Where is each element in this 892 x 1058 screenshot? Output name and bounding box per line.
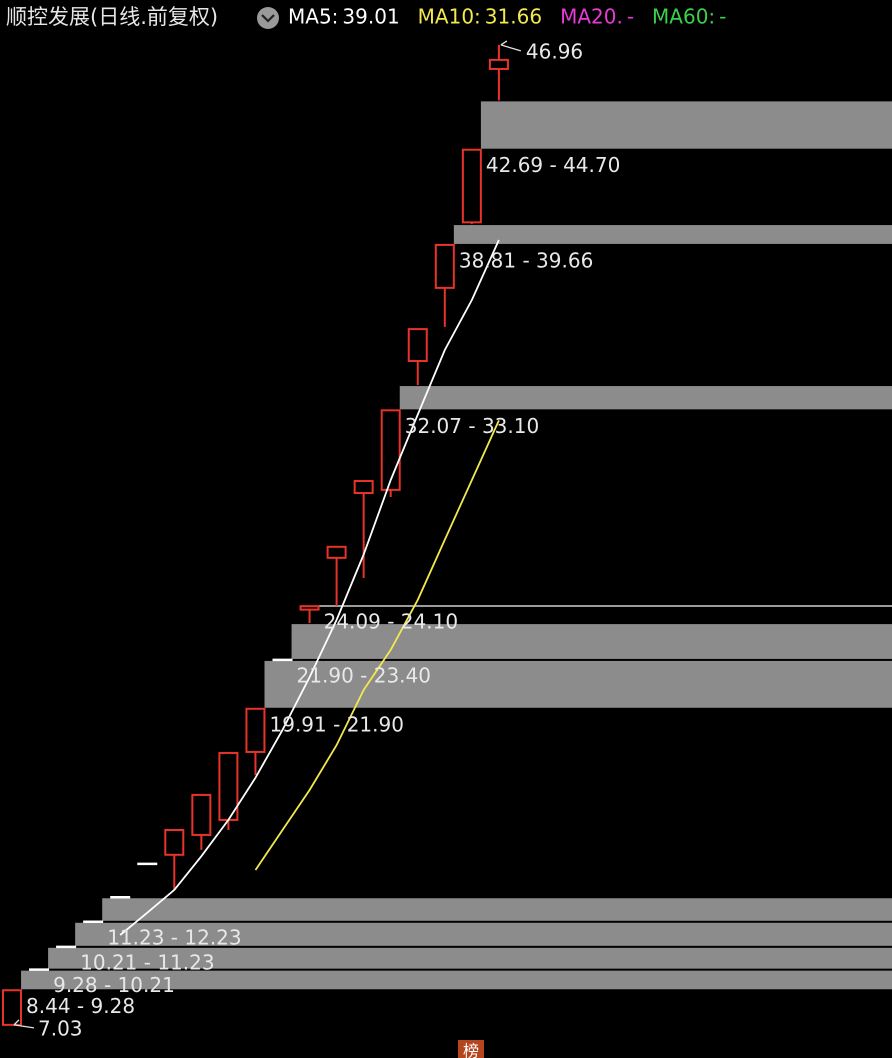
gap-zone (48, 947, 892, 969)
gap-layer (21, 101, 892, 990)
legend-value: 39.01 (342, 5, 399, 29)
gap-zone (453, 225, 892, 244)
candle-body (407, 328, 428, 363)
gap-label: 8.44 - 9.28 (26, 994, 135, 1018)
gap-zone (75, 922, 892, 946)
dropdown-chevron (261, 14, 275, 23)
candle-body (326, 545, 347, 559)
legend-name: MA20. (560, 5, 623, 29)
ma-layer (119, 239, 500, 936)
min-label: 7.03 (38, 1016, 83, 1040)
badge-bg (458, 1040, 484, 1058)
gap-zone (399, 386, 892, 410)
ma-line (119, 239, 500, 936)
candle-body (353, 480, 374, 495)
chart-title: 顺控发展(日线.前复权) (6, 5, 218, 29)
gap-label: 10.21 - 11.23 (80, 950, 214, 974)
gap-label: 32.07 - 33.10 (405, 414, 539, 438)
gap-zone (264, 660, 892, 708)
gap-zone (480, 101, 892, 149)
candle-body (434, 243, 455, 289)
gap-label: 24.09 - 24.10 (324, 610, 458, 634)
ma-line (254, 420, 500, 871)
candle-body (2, 989, 22, 1026)
gap-label: 9.28 - 10.21 (53, 973, 175, 997)
gap-label: 38.81 - 39.66 (459, 248, 593, 272)
dropdown-icon[interactable] (257, 7, 279, 29)
legend-value: - (627, 5, 634, 29)
gap-label: 21.90 - 23.40 (297, 663, 431, 687)
legend-value: - (719, 5, 726, 29)
gap-zone (102, 898, 892, 921)
max-pointer (500, 40, 522, 52)
gap-zone (291, 624, 892, 659)
legend-name: MA10: (418, 5, 481, 29)
candle-body (299, 605, 320, 611)
max-label: 46.96 (526, 39, 583, 63)
candle-body (191, 793, 212, 836)
gap-label: 19.91 - 21.90 (270, 712, 404, 736)
legend-name: MA60: (652, 5, 715, 29)
candle-body (245, 707, 266, 753)
min-pointer (13, 1019, 35, 1029)
gap-label: 11.23 - 12.23 (107, 925, 241, 949)
legend-name: MA5: (288, 5, 338, 29)
candle-body (164, 829, 185, 856)
legend-value: 31.66 (485, 5, 542, 29)
dropdown-circle[interactable] (257, 7, 279, 29)
legend: MA5: 39.01 MA10: 31.66 MA20. - MA60: - (288, 5, 726, 29)
label-layer: 42.69 - 44.70 38.81 - 39.66 32.07 - 33.10 2… (13, 39, 620, 1040)
gap-label: 42.69 - 44.70 (486, 153, 620, 177)
candle-body (488, 58, 509, 70)
gap-zone (21, 970, 892, 990)
candle-body (461, 148, 482, 224)
candle-layer (2, 44, 509, 1026)
badge: 榜 (463, 1042, 479, 1058)
